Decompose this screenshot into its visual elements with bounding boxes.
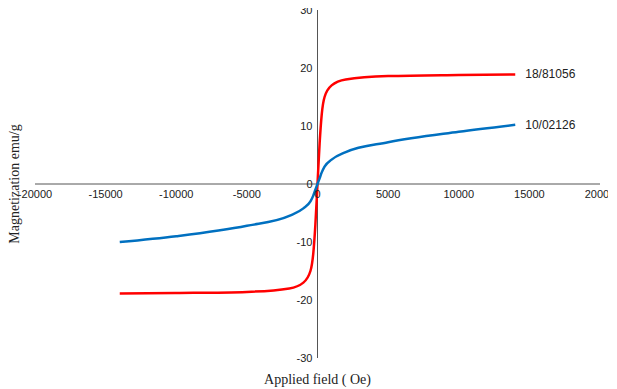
svg-text:-20000: -20000 [18,188,52,200]
svg-text:20: 20 [300,62,312,74]
svg-text:-10000: -10000 [159,188,193,200]
svg-text:Magnetization emu/g: Magnetization emu/g [8,124,22,243]
svg-text:Applied field ( Oe): Applied field ( Oe) [264,372,371,388]
svg-text:10: 10 [300,120,312,132]
svg-text:5000: 5000 [376,188,400,200]
svg-text:-15000: -15000 [88,188,122,200]
svg-text:0: 0 [306,178,312,190]
svg-text:20000: 20000 [585,188,608,200]
svg-text:30: 30 [300,8,312,16]
svg-text:-20: -20 [297,294,313,306]
svg-text:-5000: -5000 [233,188,261,200]
svg-text:10000: 10000 [443,188,474,200]
svg-text:-30: -30 [297,352,313,364]
svg-text:-10: -10 [297,236,313,248]
svg-text:10/02126: 10/02126 [525,118,575,132]
svg-text:0: 0 [314,188,320,200]
svg-text:18/81056: 18/81056 [525,67,575,81]
svg-text:15000: 15000 [514,188,545,200]
